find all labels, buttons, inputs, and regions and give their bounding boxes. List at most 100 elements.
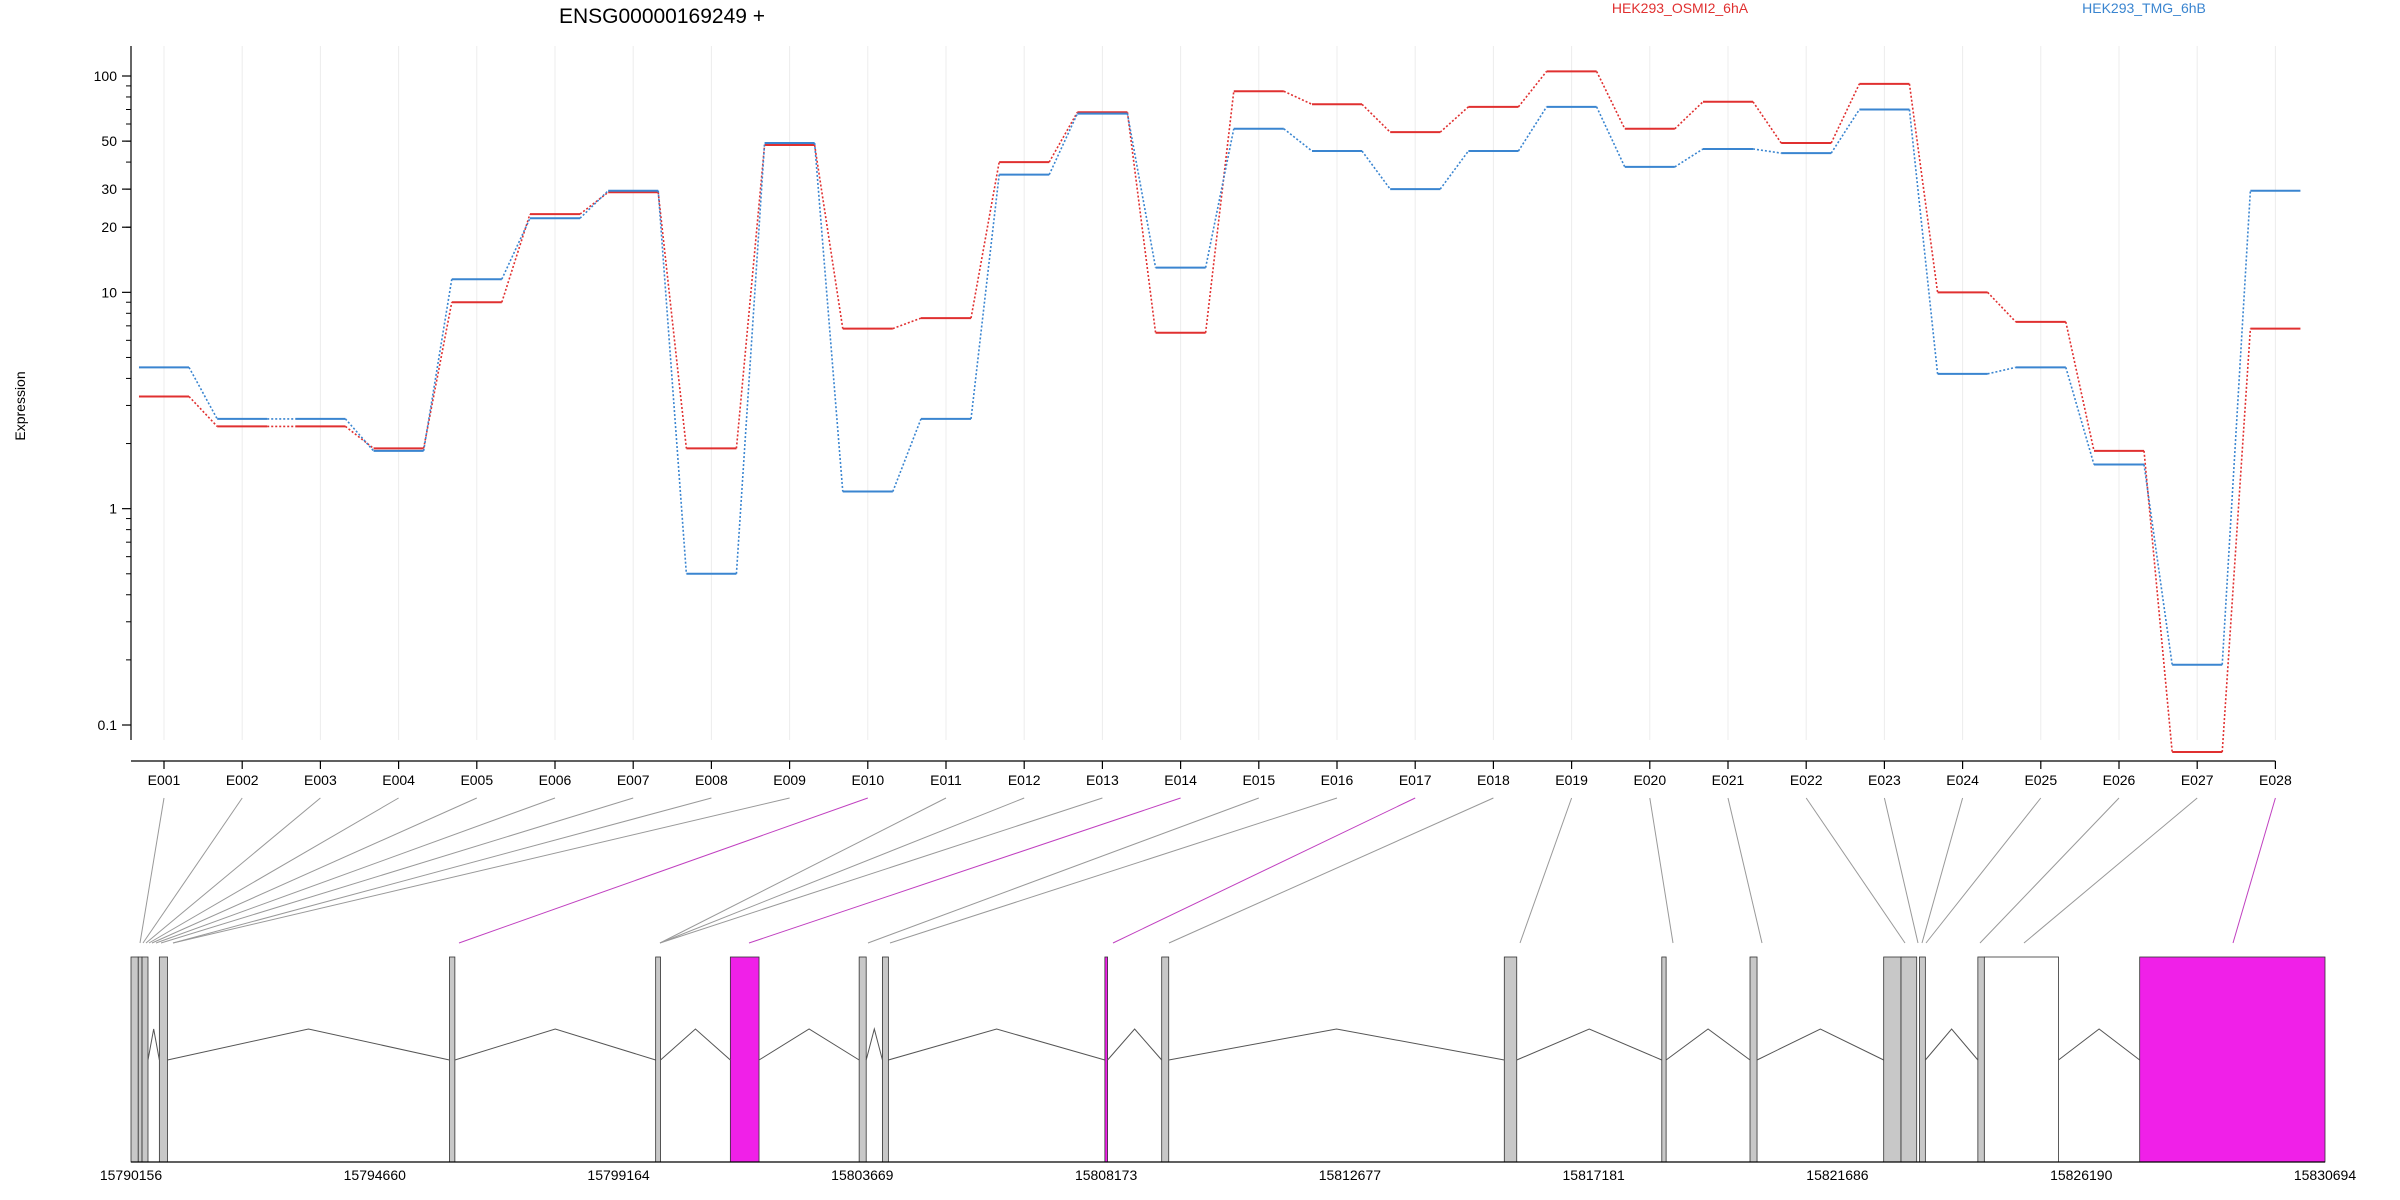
series-1-connector <box>188 395 218 427</box>
x-tick-label: E018 <box>1477 772 1510 788</box>
series-2-connector <box>344 418 375 452</box>
exon-box <box>158 956 168 1163</box>
x-tick-label: E022 <box>1790 772 1823 788</box>
series-1-connector <box>1517 70 1548 108</box>
series-2-connector <box>735 142 766 574</box>
intron-line <box>865 1027 883 1061</box>
connector-E027 <box>2023 797 2198 944</box>
genomic-axis: 15790156 15794660 15799164 15803669 15808173… <box>100 1161 2356 1183</box>
exon-box <box>1983 956 2059 1163</box>
series-1-connector <box>422 302 453 449</box>
connector-E019 <box>1519 797 1573 944</box>
exon-box <box>1977 956 1985 1163</box>
series-1-connector <box>2143 450 2173 753</box>
series-2-connector <box>1830 109 1861 154</box>
exon-box <box>1883 956 1902 1163</box>
series-1-connector <box>970 161 1000 319</box>
intron-line <box>1665 1028 1751 1061</box>
series-1-connector <box>1595 71 1626 130</box>
intron-line <box>147 1028 160 1061</box>
axes: 0.1 1 10 20 30 50 100 <box>94 46 132 740</box>
connector-E026 <box>1979 797 2120 944</box>
exon-box <box>1161 956 1170 1163</box>
intron-line <box>1168 1028 1505 1061</box>
legend-series-1: HEK293_OSMI2_6hA <box>1612 0 1749 16</box>
x-tick-label: E002 <box>226 772 259 788</box>
x-tick-label: E012 <box>1008 772 1041 788</box>
x-tick-label: E024 <box>1946 772 1979 788</box>
gene-model <box>130 956 2326 1163</box>
series-1-connector <box>1204 91 1235 333</box>
legend-series-2: HEK293_TMG_6hB <box>2082 0 2206 16</box>
exon-box <box>137 956 143 1163</box>
x-tick-label: E005 <box>460 772 493 788</box>
connector-E008 <box>172 797 712 944</box>
exon-axis: E001 E002 E003 E004 E005 E006 E007 E008 E009 E010… <box>131 760 2292 788</box>
series-1-connector <box>657 192 688 449</box>
exon-box <box>858 956 867 1163</box>
series-1-connector <box>1830 83 1861 144</box>
x-tick-label: E008 <box>695 772 728 788</box>
intron-line <box>758 1028 860 1061</box>
x-tick-label: E014 <box>1164 772 1197 788</box>
x-tick-label: E007 <box>617 772 650 788</box>
x-tick-label: E009 <box>773 772 806 788</box>
genomic-tick-label: 15812677 <box>1319 1167 1382 1183</box>
connector-E028 <box>2232 797 2276 944</box>
connector-E025 <box>1925 797 2042 944</box>
series-2-connector <box>1126 113 1157 268</box>
exon-box <box>1900 956 1918 1163</box>
intron-line <box>888 1028 1106 1061</box>
x-tick-label: E016 <box>1321 772 1354 788</box>
y-tick-label: 50 <box>101 133 117 149</box>
x-tick-label: E020 <box>1633 772 1666 788</box>
series-1-connector <box>813 144 844 329</box>
x-tick-label: E026 <box>2103 772 2136 788</box>
series-2-connector <box>1674 148 1704 168</box>
exon-box <box>1919 956 1926 1163</box>
series-1-connector <box>1752 101 1782 144</box>
genomic-tick-label: 15790156 <box>100 1167 163 1183</box>
connector-E009 <box>172 797 790 944</box>
grid <box>163 46 2276 740</box>
series-2-connector <box>892 418 922 492</box>
series-1-connector <box>1126 112 1157 333</box>
genomic-tick-label: 15794660 <box>344 1167 407 1183</box>
series-2-connector <box>1048 113 1079 175</box>
connector-E013 <box>659 797 1103 944</box>
series-2-connector <box>657 190 688 574</box>
connector-E010 <box>458 797 868 944</box>
series-2 <box>138 105 2301 666</box>
intron-line <box>660 1028 731 1061</box>
series-1-connector <box>1361 103 1391 133</box>
genomic-tick-label: 15799164 <box>587 1167 650 1183</box>
connector-E021 <box>1727 797 1763 944</box>
connector-E018 <box>1168 797 1494 944</box>
exon-box <box>882 956 889 1163</box>
x-tick-label: E021 <box>1712 772 1745 788</box>
x-tick-label: E006 <box>539 772 572 788</box>
series-2-connector <box>1283 128 1313 152</box>
series-2-connector <box>2065 367 2095 465</box>
x-tick-label: E017 <box>1399 772 1432 788</box>
series-2-connector <box>579 190 609 219</box>
x-tick-label: E004 <box>382 772 415 788</box>
y-tick-label: 30 <box>101 181 117 197</box>
y-tick-label: 100 <box>94 68 118 84</box>
genomic-tick-label: 15826190 <box>2050 1167 2113 1183</box>
y-tick-label: 10 <box>101 284 117 300</box>
y-tick-label: 0.1 <box>98 717 118 733</box>
x-tick-label: E019 <box>1555 772 1588 788</box>
series-1-connector <box>1283 90 1313 106</box>
connector-E024 <box>1921 797 1964 944</box>
exon-box <box>729 956 760 1163</box>
intron-line <box>2058 1028 2140 1061</box>
series-1-connector <box>1439 106 1469 133</box>
connector-E004 <box>148 797 399 944</box>
x-tick-label: E023 <box>1868 772 1901 788</box>
series-2-connector <box>1517 106 1548 152</box>
connector-E016 <box>889 797 1338 944</box>
x-tick-label: E027 <box>2181 772 2214 788</box>
series-2-connector <box>1908 109 1939 374</box>
series-2-connector <box>1204 128 1235 268</box>
